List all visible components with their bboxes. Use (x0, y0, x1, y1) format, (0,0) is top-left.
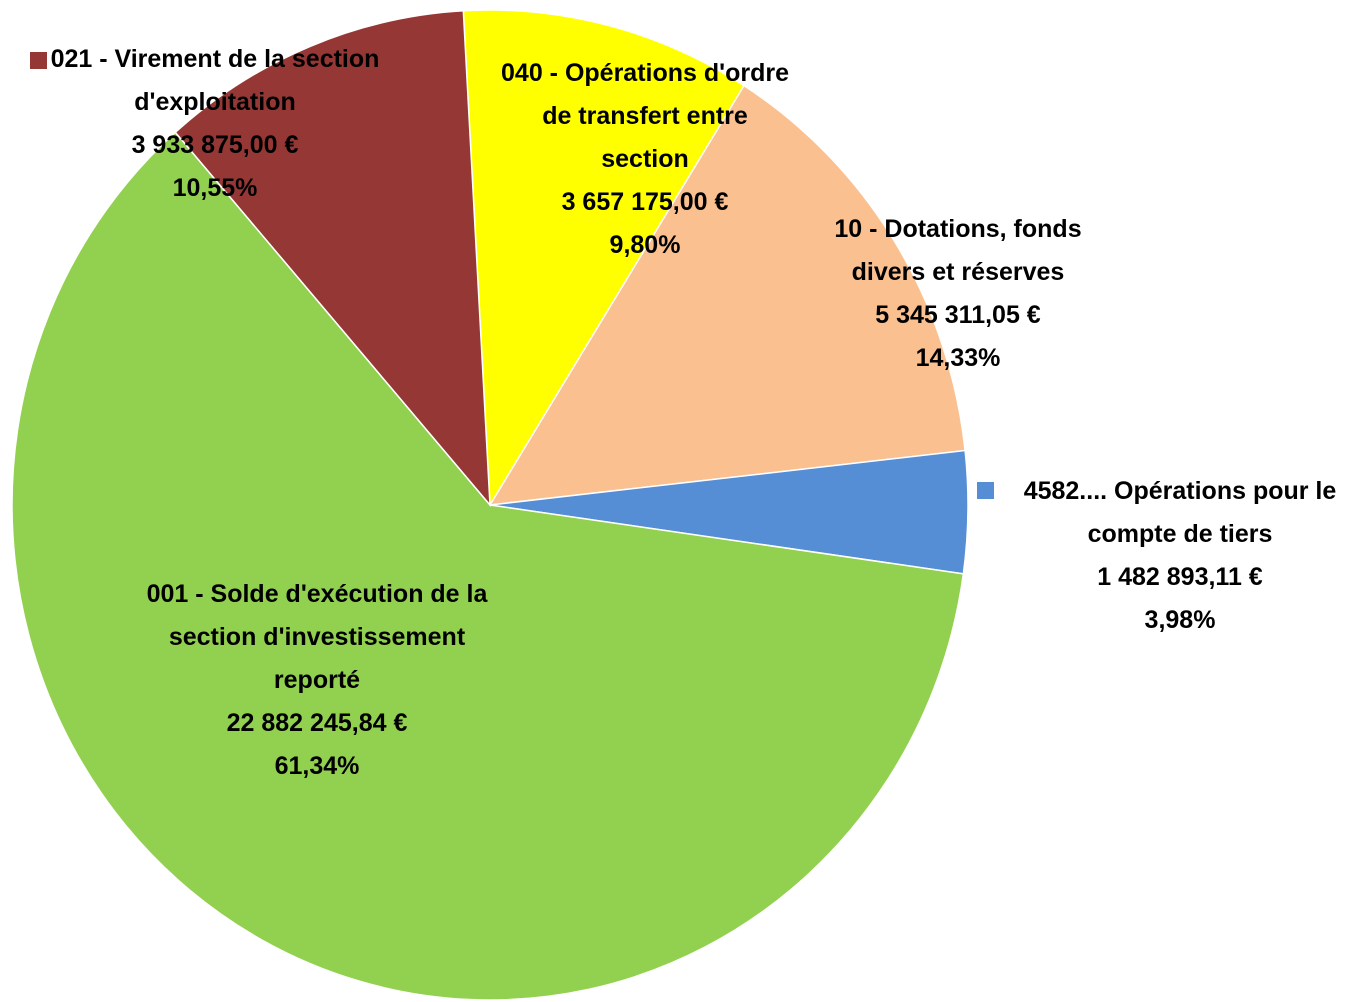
pie-slice (488, 84, 966, 506)
data-label: 040 - Opérations d'ordre de transfert en… (495, 52, 795, 267)
data-label: 021 - Virement de la section d'exploitat… (50, 38, 380, 210)
legend-marker (977, 482, 994, 499)
percentage-label: 3,98% (1144, 606, 1216, 634)
percentage-label: 10,55% (172, 174, 258, 202)
value-label: 5 345 311,05 € (875, 301, 1041, 329)
category-name: 10 - Dotations, fonds divers et réserves (834, 215, 1082, 286)
data-label: 10 - Dotations, fonds divers et réserves… (798, 208, 1118, 380)
percentage-label: 61,34% (274, 752, 360, 780)
category-name: 021 - Virement de la section d'exploitat… (50, 45, 380, 116)
percentage-label: 14,33% (915, 344, 1001, 372)
pie-slice (462, 9, 745, 508)
percentage-label: 9,80% (609, 231, 681, 259)
legend-marker (30, 52, 47, 69)
value-label: 1 482 893,11 € (1097, 563, 1263, 591)
pie-slice (174, 9, 491, 508)
category-name: 040 - Opérations d'ordre de transfert en… (501, 59, 789, 173)
data-label: 4582.... Opérations pour le compte de ti… (1010, 470, 1350, 642)
category-name: 4582.... Opérations pour le compte de ti… (1023, 477, 1337, 548)
value-label: 22 882 245,84 € (226, 709, 408, 737)
pie-slice (11, 131, 965, 1001)
value-label: 3 933 875,00 € (131, 131, 299, 159)
category-name: 001 - Solde d'exécution de la section d'… (146, 580, 488, 694)
value-label: 3 657 175,00 € (561, 188, 729, 216)
data-label: 001 - Solde d'exécution de la section d'… (142, 573, 492, 788)
